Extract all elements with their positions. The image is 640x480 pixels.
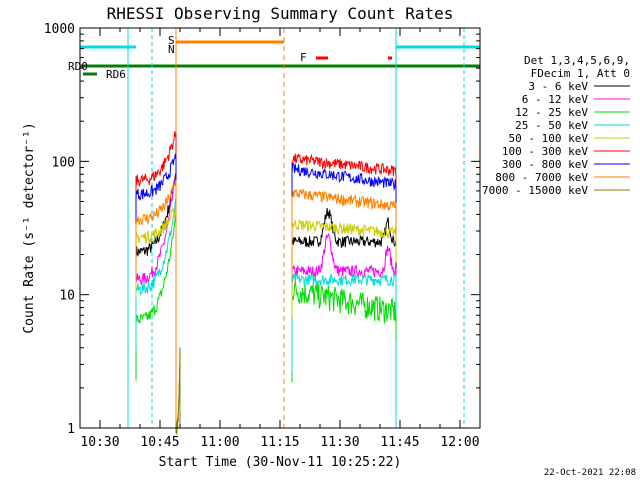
y-tick-label: 100 <box>52 155 75 170</box>
x-tick-label: 10:45 <box>140 435 179 450</box>
series-line-50to100keV <box>135 206 177 428</box>
flare-flag-label: F <box>300 51 307 64</box>
series-line-25to50keV <box>291 272 397 373</box>
x-axis-label: Start Time (30-Nov-11 10:25:22) <box>159 455 402 470</box>
y-tick-label: 10 <box>59 289 75 304</box>
y-axis-label: Count Rate (s⁻¹ detector⁻¹) <box>22 122 37 333</box>
legend-header-line-2: FDecim 1, Att 0 <box>531 67 630 80</box>
legend-entry-label: 6 - 12 keV <box>522 93 589 106</box>
series-line-800to7000keV <box>135 179 177 428</box>
chart-title: RHESSI Observing Summary Count Rates <box>107 4 454 23</box>
series-line-12to25keV <box>291 280 397 383</box>
legend-header-line-1: Det 1,3,4,5,6,9, <box>524 54 630 67</box>
series-line-800to7000keV <box>291 188 397 287</box>
y-tick-label: 1000 <box>44 22 75 37</box>
plot-frame <box>79 27 481 429</box>
series-line-300to800keV <box>135 153 177 428</box>
x-tick-label: 11:45 <box>380 435 419 450</box>
x-tick-label: 10:30 <box>80 435 119 450</box>
series-line-100to300keV <box>291 153 397 252</box>
series-line-25to50keV <box>135 197 177 428</box>
plot-area: SN F RD0 RD6 <box>68 28 480 435</box>
legend-entry-label: 3 - 6 keV <box>528 80 588 93</box>
legend-entry-label: 7000 - 15000 keV <box>482 184 588 197</box>
series-line-7000to15000keV <box>175 347 181 435</box>
y-axis: 1 10 100 1000 <box>44 22 480 437</box>
night-flag-label: N <box>168 43 175 56</box>
series-line-300to800keV <box>291 163 397 262</box>
x-tick-label: 11:00 <box>200 435 239 450</box>
series-line-100to300keV <box>135 131 177 428</box>
legend-entry-label: 50 - 100 keV <box>509 132 589 145</box>
legend-entry-label: 800 - 7000 keV <box>495 171 588 184</box>
rd0-flag-label: RD0 <box>68 60 88 73</box>
x-axis: 10:30 10:45 11:00 11:15 11:30 11:45 12:00 <box>80 28 480 450</box>
x-tick-label: 12:00 <box>440 435 479 450</box>
y-tick-label: 1 <box>67 422 75 437</box>
legend-entry-label: 25 - 50 keV <box>515 119 588 132</box>
legend-entry-label: 12 - 25 keV <box>515 106 588 119</box>
x-tick-label: 11:30 <box>320 435 359 450</box>
series-line-3to6keV <box>291 207 397 335</box>
timestamp: 22-Oct-2021 22:08 <box>544 468 636 478</box>
series-line-50to100keV <box>291 219 397 317</box>
series-line-6to12keV <box>135 172 177 428</box>
saa-flag-label: S <box>168 34 175 47</box>
legend: Det 1,3,4,5,6,9, FDecim 1, Att 0 3 - 6 k… <box>482 54 630 197</box>
x-tick-label: 11:15 <box>260 435 299 450</box>
series-line-6to12keV <box>291 232 397 365</box>
legend-entry-label: 300 - 800 keV <box>502 158 588 171</box>
series-line-12to25keV <box>135 213 177 428</box>
legend-entry-label: 100 - 300 keV <box>502 145 588 158</box>
rd6-flag-label: RD6 <box>106 68 126 81</box>
series-line-3to6keV <box>135 172 177 428</box>
